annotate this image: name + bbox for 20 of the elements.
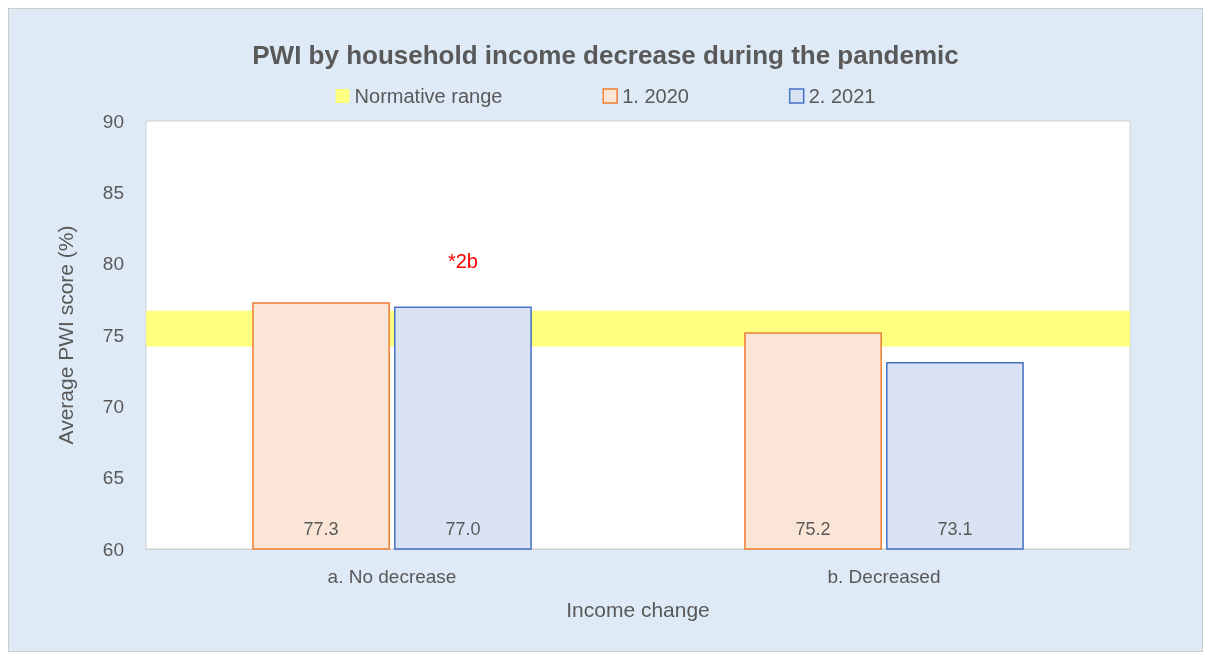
x-tick-label: a. No decrease [327,566,457,587]
data-label: 77.3 [303,518,339,539]
legend-label: 2. 2021 [808,85,876,107]
data-label: 73.1 [937,518,973,539]
y-tick-label: 75 [102,324,124,346]
annotation: *2b [447,250,478,273]
y-axis-title: Average PWI score (%) [54,225,77,445]
legend-label: 1. 2020 [622,85,689,107]
y-tick-label: 65 [102,467,124,489]
y-tick-label: 90 [102,110,124,132]
y-tick-label: 70 [102,395,124,417]
x-axis-title: Income change [566,598,710,621]
legend-label: Normative range [354,85,503,107]
y-tick-label: 60 [102,538,124,560]
chart-title: PWI by household income decrease during the pandemic [252,40,959,70]
data-label: 77.0 [445,518,481,539]
x-tick-label: b. Decreased [827,566,941,587]
data-label: 75.2 [795,518,831,539]
y-tick-label: 80 [102,253,124,275]
y-tick-label: 85 [102,181,124,203]
